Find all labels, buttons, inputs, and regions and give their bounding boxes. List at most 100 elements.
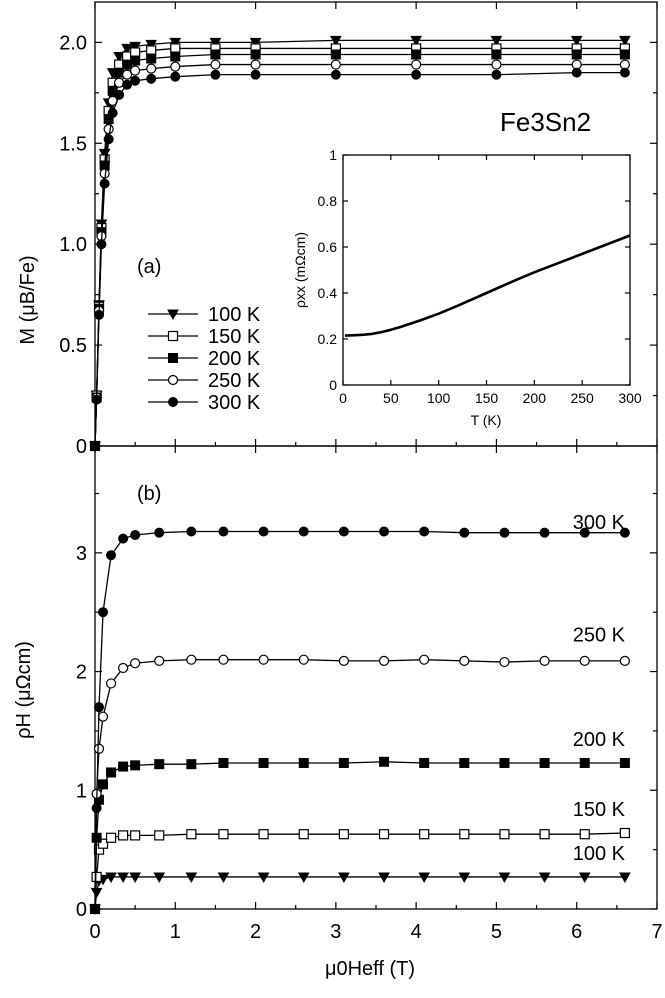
x-tick-label: 7 — [651, 921, 662, 943]
b-series-100k-point — [498, 872, 511, 883]
legend-marker — [167, 330, 179, 342]
inset-y-tick-label: 1 — [329, 147, 337, 163]
x-tick-label: 5 — [491, 921, 502, 943]
b-series-300k-point — [106, 550, 117, 561]
b-series-250k-point — [459, 655, 470, 666]
a-series-200k-point — [571, 49, 582, 60]
b-series-250k-point — [105, 678, 117, 689]
a-series-250k-point — [330, 59, 341, 70]
b-series-200k-point — [186, 759, 197, 770]
a-series-250k-point — [210, 59, 221, 70]
b-series-200k-point — [298, 757, 309, 768]
b-series-300k-point — [298, 526, 309, 537]
b-series-300k-point — [579, 527, 590, 538]
b-series-300k-point — [499, 527, 510, 538]
b-series-150k-point — [579, 829, 590, 840]
a-series-200k-point — [411, 49, 422, 60]
a-series-250k-point — [411, 59, 422, 70]
legend-marker — [167, 374, 179, 386]
a-series-250k-point — [146, 63, 157, 74]
b-series-150k-point — [258, 829, 269, 840]
b-series-200k-point — [118, 761, 129, 772]
inset-x-tick-label: 100 — [427, 390, 451, 406]
b-series-300k-point — [258, 526, 269, 537]
a-series-250k-point — [113, 77, 125, 88]
x-tick-label: 1 — [170, 921, 181, 943]
a-y-tick-label: 1.0 — [59, 234, 87, 256]
a-series-250k-point — [103, 124, 114, 135]
b-series-250k-point — [539, 655, 550, 666]
a-series-100k-point — [490, 35, 503, 47]
legend-label: 200 K — [208, 348, 261, 370]
b-series-100k-point — [458, 872, 471, 883]
b-series-150k-point — [539, 829, 550, 840]
b-series-label: 250 K — [573, 625, 626, 647]
a-series-300k-point — [146, 73, 157, 84]
b-series-250k-point — [218, 654, 229, 665]
b-series-200k-point — [218, 757, 229, 768]
inset-frame — [342, 154, 631, 386]
a-series-250k-point — [122, 69, 133, 80]
a-series-300k-point — [250, 69, 261, 80]
b-series-200k-point — [419, 757, 430, 768]
b-series-100k-point — [578, 872, 591, 883]
inset-y-tick-label: 0 — [329, 377, 337, 393]
b-series-250k-point — [579, 655, 590, 666]
legend-marker — [168, 353, 178, 363]
b-series-300k-point — [459, 527, 470, 538]
b-series-300k-point — [186, 526, 197, 537]
b-series-100k-point — [117, 872, 129, 883]
inset-ylabel: ρxx (mΩcm) — [292, 232, 308, 308]
inset-x-tick-label: 200 — [523, 390, 547, 406]
b-series-300k-point — [130, 530, 141, 541]
a-series-200k-point — [619, 49, 630, 60]
a-y-tick-label: 0 — [76, 436, 87, 458]
b-series-label: 200 K — [573, 729, 626, 751]
b-series-300k-point — [118, 533, 129, 544]
b-series-150k-point — [91, 871, 102, 883]
b-series-200k-point — [459, 757, 470, 768]
b-series-250k-line — [94, 659, 625, 910]
x-tick-label: 0 — [89, 921, 100, 943]
b-series-100k-point — [418, 872, 431, 883]
inset-y-tick-label: 0.4 — [318, 285, 338, 301]
b-series-150k-point — [338, 829, 349, 840]
a-series-300k-point — [130, 75, 141, 86]
b-series-300k-point — [419, 526, 430, 537]
a-series-300k-point — [170, 71, 181, 82]
a-series-300k-point — [107, 108, 118, 118]
inset-xlabel: T (K) — [471, 412, 502, 428]
b-y-tick-label: 3 — [76, 543, 87, 565]
a-series-200k-point — [250, 49, 261, 60]
a-series-250k-point — [250, 59, 261, 70]
b-series-150k-point — [105, 832, 117, 843]
inset-y-tick-label: 0.6 — [318, 239, 338, 255]
b-series-150k-point — [378, 829, 390, 840]
b-series-250k-point — [419, 654, 430, 665]
b-series-300k-point — [154, 527, 165, 538]
b-y-tick-label: 1 — [76, 780, 87, 802]
b-series-250k-point — [338, 655, 349, 666]
b-series-300k-point — [539, 527, 550, 538]
b-series-300k-point — [91, 803, 102, 814]
b-series-150k-point — [130, 830, 141, 841]
b-series-300k-point — [98, 607, 109, 618]
a-series-100k-point — [410, 35, 422, 47]
b-series-200k-point — [499, 757, 510, 768]
a-series-300k-point — [114, 89, 125, 100]
inset-x-tick-label: 50 — [383, 390, 399, 406]
b-y-tick-label: 0 — [76, 899, 87, 921]
b-series-300k-point — [338, 526, 349, 537]
panel-b-ylabel: ρH (μΩcm) — [13, 641, 35, 739]
b-series-label: 100 K — [573, 843, 626, 865]
a-series-300k-point — [491, 69, 502, 80]
b-series-100k-point — [538, 872, 551, 883]
b-series-200k-point — [106, 767, 117, 778]
inset-y-tick-label: 0.8 — [318, 193, 338, 209]
inset-x-tick-label: 300 — [618, 390, 642, 406]
b-series-100k-point — [185, 872, 198, 883]
x-tick-label: 2 — [250, 921, 261, 943]
b-series-250k-point — [93, 743, 105, 754]
b-series-label: 150 K — [573, 799, 626, 821]
a-series-100k-point — [209, 37, 222, 49]
